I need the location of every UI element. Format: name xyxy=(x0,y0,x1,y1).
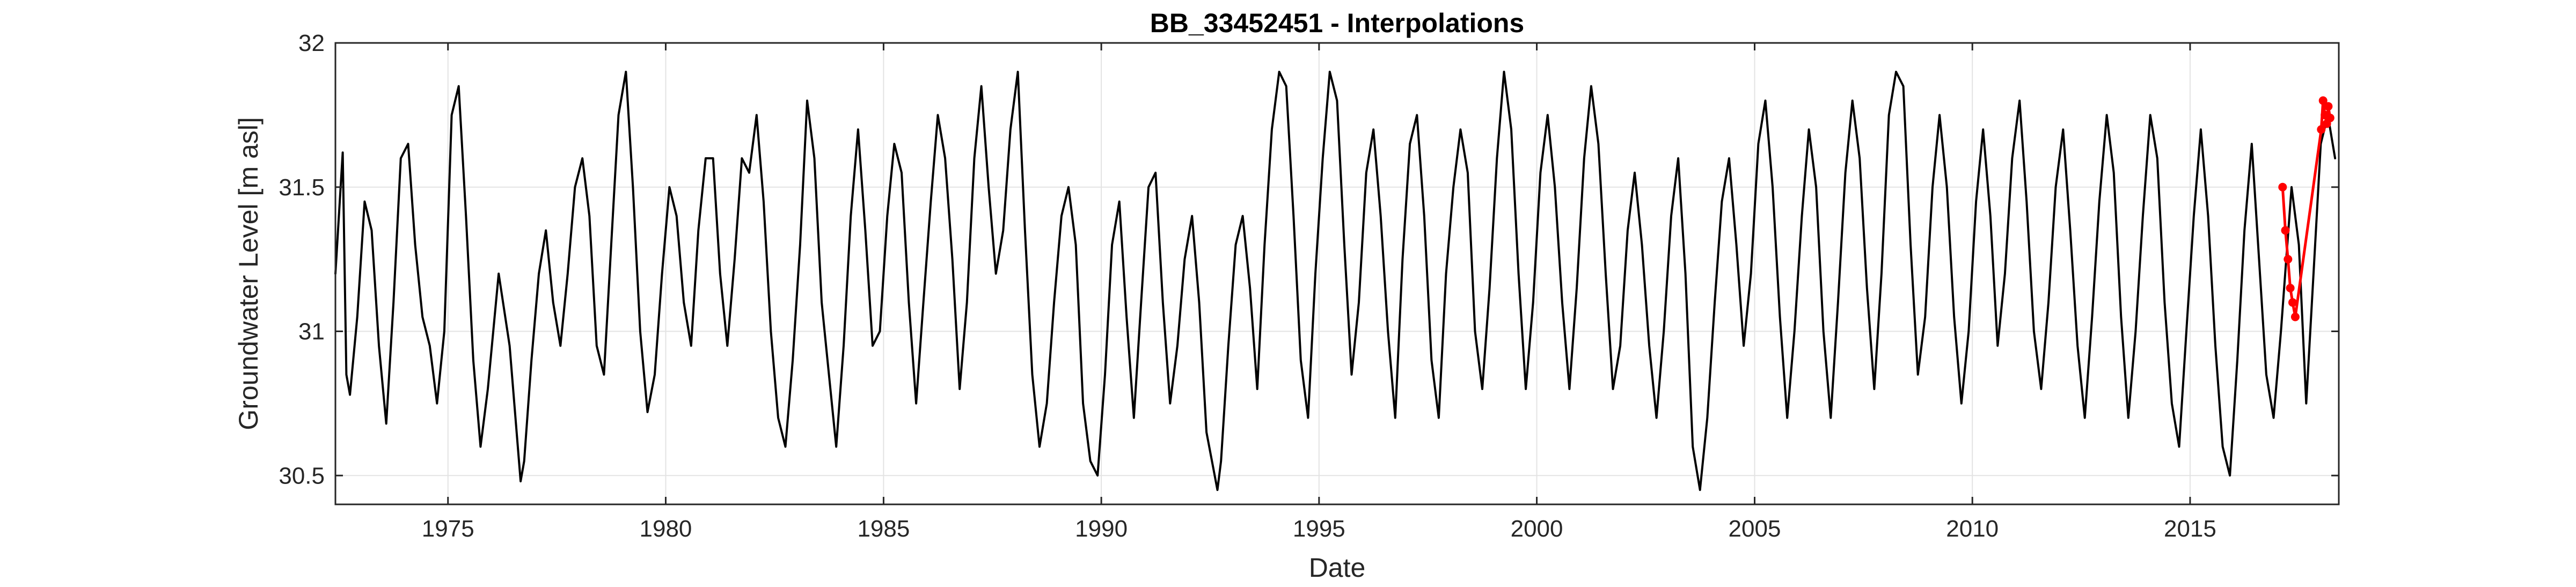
interpolation-point xyxy=(2281,226,2290,235)
y-tick-label: 31.5 xyxy=(279,174,325,201)
plot-frame xyxy=(334,42,2340,505)
groundwater-level-line xyxy=(334,70,2337,491)
x-tick-label: 1995 xyxy=(1293,516,1345,542)
y-tick-label: 30.5 xyxy=(279,463,325,489)
interpolation-point xyxy=(2324,102,2333,111)
interpolation-point xyxy=(2288,298,2297,307)
x-tick-label: 1975 xyxy=(422,516,474,542)
interpolation-point xyxy=(2284,255,2293,264)
interpolation-point xyxy=(2286,283,2295,292)
interpolation-point xyxy=(2325,113,2334,122)
interpolation-point xyxy=(2318,96,2328,105)
interpolation-point xyxy=(2278,182,2287,192)
series-layer xyxy=(334,70,2337,491)
x-tick-label: 1980 xyxy=(640,516,692,542)
y-tick-label: 32 xyxy=(298,30,325,56)
x-axis-label: Date xyxy=(1309,553,1366,583)
y-axis-label: Groundwater Level [m asl] xyxy=(233,117,264,430)
axis-ticks: 1975 1980 1985 1990 1995 2000 2005 2010 2015 30.5… xyxy=(279,30,2339,542)
chart-title: BB_33452451 - Interpolations xyxy=(1150,8,1525,38)
x-tick-label: 1985 xyxy=(857,516,910,542)
y-tick-label: 31 xyxy=(298,319,325,345)
x-tick-label: 2005 xyxy=(1729,516,1781,542)
x-tick-label: 2010 xyxy=(1946,516,1999,542)
interpolation-point xyxy=(2290,312,2300,321)
x-tick-label: 1990 xyxy=(1075,516,1128,542)
interpolation-point xyxy=(2317,125,2326,134)
x-tick-label: 2000 xyxy=(1511,516,1563,542)
x-tick-label: 2015 xyxy=(2164,516,2216,542)
